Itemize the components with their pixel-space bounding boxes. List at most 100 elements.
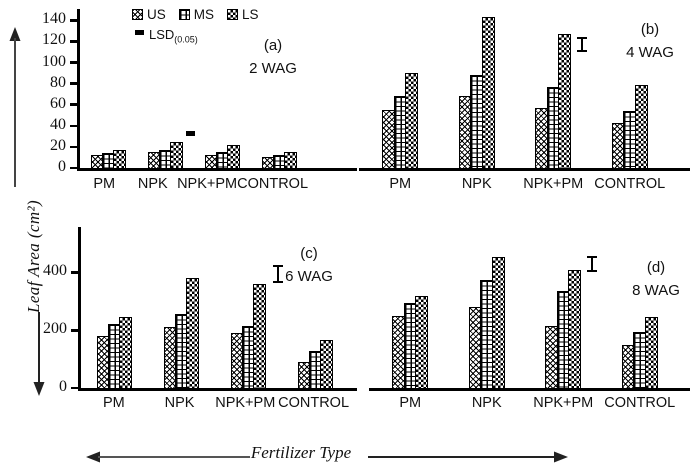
y-tick-label: 80 — [50, 73, 66, 91]
bar-group-npk — [147, 141, 184, 168]
bar-group-pm — [96, 317, 133, 388]
category-label-npk: NPK — [461, 176, 492, 192]
panel-d: (d) 8 WAG — [369, 232, 690, 391]
legend-label: LS — [242, 7, 259, 22]
legend-label: MS — [193, 7, 215, 22]
y-tick-label: 0 — [58, 158, 66, 175]
legend-item-ms: MS — [178, 7, 215, 22]
legend-label: US — [147, 7, 166, 22]
panel-letter: (a) — [263, 37, 283, 54]
bar-group-npk+pm — [545, 269, 582, 388]
panel-c: 0 200 400 (c) 6 WAG — [43, 227, 357, 395]
category-label-npk+pm: NPK+PM — [523, 176, 584, 192]
x-axis-title: Fertilizer Type — [250, 443, 352, 462]
bar-group-npk — [468, 256, 505, 388]
panel-wag: 6 WAG — [285, 268, 333, 286]
bar-group-npk+pm — [204, 144, 241, 168]
category-label-control: CONTROL — [594, 176, 666, 192]
panel-letter: (b) — [640, 21, 660, 38]
lsd-label: LSD(0.05) — [149, 27, 198, 45]
plot-area-a: 0 20 40 60 80 100 120 140 — [42, 9, 357, 175]
panel-wag: 8 WAG — [632, 282, 680, 300]
y-tick-label: 60 — [50, 94, 66, 112]
panel-b: (b) 4 WAG — [359, 14, 690, 171]
bar-group-npk — [163, 278, 200, 388]
y-tick — [71, 386, 79, 390]
bar-ls-pm — [119, 317, 133, 388]
bar-ls-npk+pm — [227, 144, 241, 168]
y-tick-label: 120 — [42, 31, 66, 49]
category-label-npk+pm: NPK+PM — [215, 395, 276, 411]
category-label-npk+pm: NPK+PM — [533, 395, 594, 411]
panel-a-title: (a) 2 WAG — [245, 34, 301, 81]
lsd-error-bar — [273, 265, 283, 283]
y-tick — [70, 124, 78, 128]
y-axis-title: Leaf Area (cm²) — [24, 199, 43, 313]
legend: US MS LS — [132, 7, 259, 22]
bar-ls-control — [634, 84, 648, 168]
bar-group-npk+pm — [230, 284, 267, 388]
bar-ls-npk+pm — [568, 269, 582, 388]
bar-group-pm — [392, 295, 429, 388]
x-labels-a: PM NPK NPK+PM CONTROL — [80, 176, 355, 192]
y-tick — [70, 82, 78, 85]
bar-ls-npk — [186, 278, 200, 388]
category-label-control: CONTROL — [604, 395, 676, 411]
y-tick — [70, 166, 78, 170]
y-axis-line — [78, 227, 81, 391]
bar-group-pm — [90, 150, 127, 168]
panel-b-title: (b) 4 WAG — [620, 18, 680, 65]
category-label-npk+pm: NPK+PM — [177, 176, 238, 192]
bar-ls-control — [644, 317, 658, 388]
y-tick — [70, 145, 78, 149]
y-tick-label: 0 — [59, 378, 67, 395]
panel-d-title: (d) 8 WAG — [626, 256, 686, 303]
panel-a: 0 20 40 60 80 100 120 140 (a) 2 WAG — [42, 9, 357, 175]
x-axis-arrow-right-icon — [368, 451, 568, 463]
bar-ls-npk — [481, 17, 495, 168]
y-tick-label: 40 — [50, 115, 66, 133]
lsd-error-bar — [577, 37, 587, 52]
category-label-control: CONTROL — [237, 176, 309, 192]
category-label-pm: PM — [399, 395, 422, 411]
panel-letter: (d) — [646, 259, 666, 276]
plot-area-d — [369, 232, 690, 391]
x-labels-c: PM NPK NPK+PM CONTROL — [81, 395, 355, 411]
plot-area-b — [359, 14, 690, 171]
bar-group-pm — [382, 73, 419, 168]
bar-group-control — [297, 340, 334, 388]
y-tick — [71, 271, 79, 274]
bar-ls-npk+pm — [253, 284, 267, 388]
panel-letter: (c) — [300, 245, 318, 262]
y-axis-arrow-down-icon — [33, 312, 45, 396]
checkerboard-swatch-icon — [227, 9, 239, 20]
y-axis-line — [77, 9, 80, 171]
y-tick — [71, 328, 79, 332]
bar-ls-pm — [113, 150, 127, 168]
category-label-npk: NPK — [164, 395, 195, 411]
bar-group-control — [621, 317, 658, 388]
bar-group-control — [261, 152, 298, 168]
y-axis-arrow-up-icon — [9, 27, 21, 187]
y-tick-label: 100 — [42, 52, 66, 70]
panel-c-title: (c) 6 WAG — [281, 242, 337, 289]
x-labels-b: PM NPK NPK+PM CONTROL — [362, 176, 688, 192]
bar-ls-control — [320, 340, 334, 388]
category-label-pm: PM — [93, 176, 116, 192]
panel-wag: 2 WAG — [249, 60, 297, 78]
y-tick — [70, 40, 78, 43]
y-tick — [70, 103, 78, 107]
lsd-marker-icon — [135, 29, 144, 35]
y-tick-label: 200 — [43, 320, 67, 338]
bar-ls-npk+pm — [558, 34, 572, 168]
category-label-npk: NPK — [137, 176, 168, 192]
diagonal-crosshatch-swatch-icon — [132, 9, 143, 20]
x-axis-arrow-left-icon — [86, 451, 250, 463]
y-tick-label: 400 — [43, 262, 67, 280]
y-tick — [70, 61, 78, 64]
category-label-control: CONTROL — [278, 395, 350, 411]
bar-group-npk — [458, 17, 495, 168]
category-label-npk: NPK — [471, 395, 502, 411]
bar-ls-npk — [491, 256, 505, 388]
